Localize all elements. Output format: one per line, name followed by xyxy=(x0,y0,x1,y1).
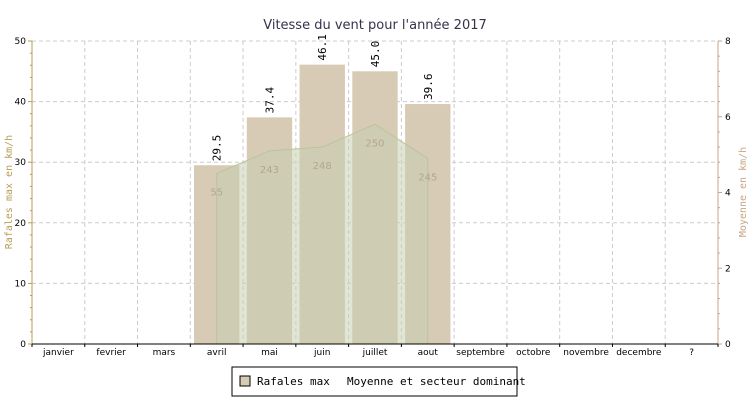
x-tick-label: octobre xyxy=(516,348,551,358)
x-tick-label: juillet xyxy=(362,348,388,358)
y-axis-left-title: Rafales max en km/h xyxy=(4,135,15,249)
legend-swatch-gust xyxy=(239,375,251,387)
gust-data-label: 45.0 xyxy=(369,41,382,68)
sector-label: 248 xyxy=(313,161,332,172)
y-left-tick-label: 10 xyxy=(15,279,27,289)
legend-label-gust: Rafales max xyxy=(257,375,330,388)
y-axis-right-title: Moyenne en km/h xyxy=(738,147,749,237)
y-left-tick-label: 30 xyxy=(15,158,27,168)
y-right-tick-label: 0 xyxy=(725,340,731,350)
gust-data-label: 46.1 xyxy=(316,34,329,61)
x-tick-label: ? xyxy=(689,348,694,358)
x-tick-label: novembre xyxy=(563,348,609,358)
y-right-tick-label: 8 xyxy=(725,37,731,47)
x-tick-label: aout xyxy=(418,348,439,358)
x-tick-label: janvier xyxy=(42,348,74,358)
average-area-fill xyxy=(216,123,429,345)
gust-data-label: 37.4 xyxy=(263,86,276,113)
x-tick-label: mars xyxy=(153,348,176,358)
y-left-tick-label: 0 xyxy=(20,340,26,350)
x-tick-label: mai xyxy=(261,348,278,358)
sector-label: 55 xyxy=(210,188,223,199)
average-area xyxy=(216,123,429,345)
sector-label: 250 xyxy=(365,138,384,149)
y-left-tick-label: 50 xyxy=(15,37,27,47)
x-tick-label: juin xyxy=(313,348,330,358)
y-right-tick-label: 4 xyxy=(725,189,731,199)
x-tick-label: fevrier xyxy=(96,348,126,358)
y-right-tick-label: 2 xyxy=(725,264,731,274)
sector-label: 243 xyxy=(260,165,279,176)
chart-title: Vitesse du vent pour l'année 2017 xyxy=(263,18,487,33)
x-tick-label: septembre xyxy=(456,348,505,358)
axes: 0 10 20 30 40 50 0 2 4 6 8 janvier fevrier mars avril m… xyxy=(15,37,731,358)
x-tick-label: decembre xyxy=(616,348,662,358)
gust-data-label: 39.6 xyxy=(422,74,435,101)
sector-label: 245 xyxy=(418,172,437,183)
y-left-tick-label: 40 xyxy=(15,98,27,108)
legend-label-average: Moyenne et secteur dominant xyxy=(347,375,526,388)
y-left-tick-label: 20 xyxy=(15,219,27,229)
value-labels: 29.5 37.4 46.1 45.0 39.6 55 243 248 250 245 xyxy=(210,34,437,198)
legend: Rafales max Moyenne et secteur dominant xyxy=(231,366,526,397)
gust-data-label: 29.5 xyxy=(211,135,224,162)
x-tick-label: avril xyxy=(207,348,227,358)
legend-box xyxy=(231,366,518,397)
y-right-tick-label: 6 xyxy=(725,113,731,123)
